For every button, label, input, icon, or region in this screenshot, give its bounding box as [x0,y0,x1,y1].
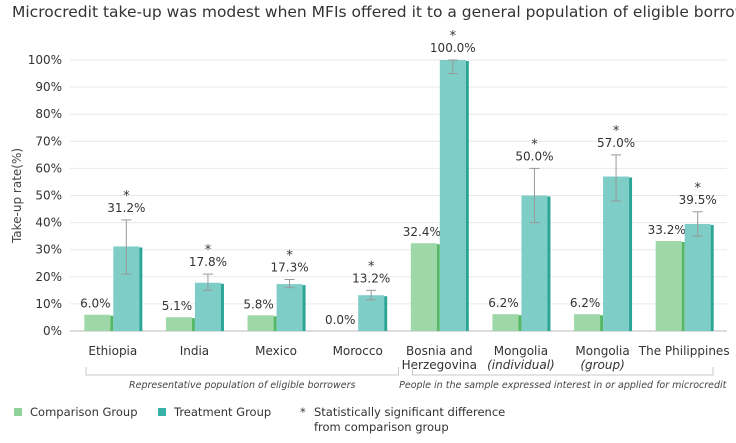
treatment-bar-side [384,296,388,331]
legend-significance: * Statistically significant difference f… [300,405,530,435]
x-category-label: Mongolia [575,344,629,358]
x-category-label: Morocco [333,344,383,358]
y-tick-label: 30% [35,243,62,257]
comparison-bar [247,315,274,331]
comparison-bar [492,314,519,331]
x-category-label: (group) [580,358,624,372]
x-category-label: Bosnia and [406,344,473,358]
comparison-bar [410,243,437,331]
comparison-bar-side [681,242,685,331]
treatment-value-label: 31.2% [107,201,145,215]
significance-star: * [368,259,375,274]
treatment-bar-side [302,285,306,331]
treatment-bar-side [547,196,551,331]
treatment-value-label: 17.8% [189,255,227,269]
x-category-label: The Philippines [638,344,730,358]
treatment-bar-side [465,61,469,331]
comparison-bar-side [600,315,604,331]
treatment-bar-side [710,224,714,331]
significance-star: * [450,29,457,44]
comparison-value-label: 6.2% [570,296,601,310]
treatment-value-label: 13.2% [352,271,390,285]
comparison-bar-side [436,244,440,331]
group-bracket [85,367,399,376]
legend-treatment-label: Treatment Group [174,405,272,419]
y-tick-label: 60% [35,161,62,175]
treatment-bar [276,284,303,331]
treatment-value-label: 39.5% [679,193,717,207]
treatment-bar [603,176,630,331]
legend-comparison-label: Comparison Group [30,405,138,419]
comparison-value-label: 6.2% [488,296,519,310]
comparison-bar [574,314,601,331]
x-category-label: Herzegovina [402,358,477,372]
treatment-value-label: 100.0% [430,41,476,55]
y-tick-label: 50% [35,189,62,203]
legend-comparison-swatch [14,408,22,416]
y-tick-label: 20% [35,270,62,284]
legend-significance-label: Statistically significant difference fro… [314,405,506,434]
treatment-bar-side [139,247,143,331]
significance-star: * [286,249,293,264]
x-category-label: Ethiopia [88,344,137,358]
comparison-value-label: 5.1% [162,299,193,313]
legend-treatment-swatch [158,408,166,416]
treatment-value-label: 50.0% [515,149,553,163]
comparison-bar-side [518,315,522,331]
y-tick-label: 90% [35,80,62,94]
comparison-value-label: 5.8% [243,297,274,311]
treatment-bar-side [629,177,633,331]
x-category-label: Mexico [255,344,297,358]
y-tick-label: 40% [35,216,62,230]
significance-star: * [123,189,130,204]
comparison-value-label: 32.4% [403,225,441,239]
significance-star: * [613,124,620,139]
comparison-value-label: 0.0% [325,313,356,327]
treatment-value-label: 17.3% [271,261,309,275]
x-category-label: India [180,344,209,358]
comparison-bar-side [191,318,195,331]
y-tick-label: 10% [35,297,62,311]
comparison-bar [84,314,111,331]
group-bracket [412,367,714,376]
x-category-label: (individual) [487,358,555,372]
comparison-value-label: 33.2% [648,223,686,237]
x-category-label: Mongolia [494,344,548,358]
chart-title: Microcredit take-up was modest when MFIs… [12,3,736,21]
group-label: People in the sample expressed interest … [399,380,728,391]
y-tick-label: 70% [35,134,62,148]
comparison-bar-side [273,316,277,331]
significance-star: * [531,137,538,152]
y-tick-label: 0% [43,324,62,338]
y-axis-label: Take-up rate(%) [10,148,24,244]
legend-comparison: Comparison Group [14,405,138,419]
treatment-bar [439,60,466,331]
legend-star-symbol: * [300,405,306,419]
y-tick-label: 80% [35,107,62,121]
comparison-bar-side [110,315,114,331]
treatment-bar [358,295,385,331]
treatment-bar [684,223,711,331]
legend-treatment: Treatment Group [158,405,271,419]
significance-star: * [205,243,212,258]
comparison-value-label: 6.0% [80,297,111,311]
comparison-bar [655,241,682,331]
treatment-bar-side [220,283,224,331]
group-label: Representative population of eligible bo… [129,380,356,391]
y-tick-label: 100% [28,53,62,67]
comparison-bar [165,317,192,331]
significance-star: * [694,181,701,196]
treatment-value-label: 57.0% [597,136,635,150]
bar-chart: 0% 10% 20% 30% 40% 50% 60% 70% 80% 90% 100% Take-up… [10,29,730,391]
